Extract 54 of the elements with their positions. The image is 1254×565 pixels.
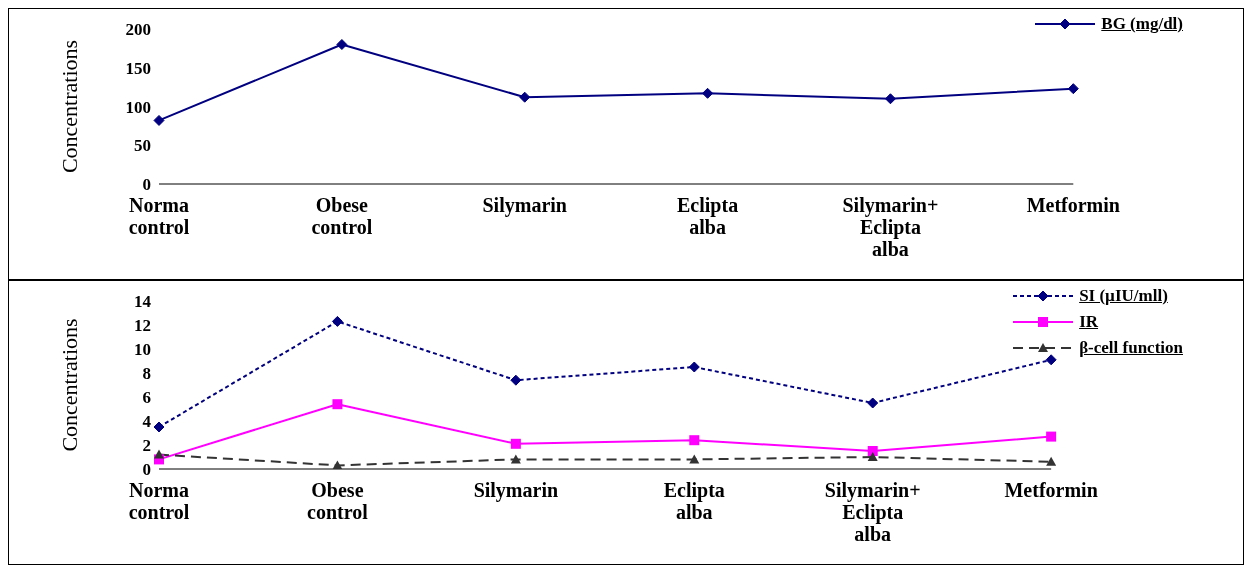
point bbox=[1045, 354, 1057, 366]
x-tick-label: Silymarin bbox=[482, 194, 567, 217]
y-tick-label: 2 bbox=[142, 436, 151, 456]
y-tick-label: 8 bbox=[142, 364, 151, 384]
x-tick-label: Norma control bbox=[128, 194, 190, 238]
x-tick-label: Eclipta alba bbox=[663, 479, 725, 523]
point bbox=[332, 399, 343, 410]
point bbox=[884, 93, 896, 105]
point bbox=[153, 421, 165, 433]
point bbox=[332, 460, 343, 469]
point bbox=[867, 397, 879, 409]
point bbox=[688, 361, 700, 373]
point bbox=[336, 39, 348, 50]
y-axis-title: Concentrations bbox=[56, 39, 82, 174]
point bbox=[519, 91, 531, 103]
y-tick-label: 200 bbox=[125, 20, 151, 40]
point bbox=[867, 446, 878, 456]
x-tick-label: Metformin bbox=[1026, 194, 1120, 216]
x-tick-label: Eclipta alba bbox=[677, 194, 739, 238]
x-tick-label: Silymarin+ Eclipta alba bbox=[842, 194, 939, 260]
point bbox=[154, 449, 164, 459]
y-tick-label: 6 bbox=[142, 388, 151, 408]
x-tick-label: Silymarin bbox=[473, 479, 559, 502]
point bbox=[867, 452, 878, 461]
point bbox=[1046, 431, 1057, 442]
legend-label: SI (µIU/mll) bbox=[1079, 286, 1168, 306]
point bbox=[702, 87, 714, 99]
point bbox=[153, 114, 165, 126]
legend-label: BG (mg/dl) bbox=[1101, 14, 1183, 34]
point bbox=[689, 454, 700, 464]
y-tick-label: 10 bbox=[134, 340, 151, 360]
x-tick-label: Obese control bbox=[307, 479, 369, 523]
y-tick-label: 50 bbox=[134, 136, 151, 156]
y-tick-label: 0 bbox=[142, 175, 151, 195]
x-tick-label: Obese control bbox=[311, 194, 373, 238]
y-tick-label: 4 bbox=[142, 412, 152, 432]
x-tick-label: Norma control bbox=[128, 479, 190, 523]
x-tick-label: Metformin bbox=[1004, 479, 1098, 501]
point bbox=[510, 374, 522, 386]
legend-label: IR bbox=[1079, 312, 1099, 332]
point bbox=[689, 435, 700, 446]
point bbox=[331, 315, 343, 327]
point bbox=[510, 454, 521, 464]
y-tick-label: 150 bbox=[125, 58, 151, 78]
y-tick-label: 100 bbox=[125, 97, 151, 117]
x-tick-label: Silymarin+ Eclipta alba bbox=[824, 479, 921, 545]
y-tick-label: 14 bbox=[134, 292, 152, 312]
point bbox=[510, 438, 521, 449]
point bbox=[1046, 456, 1057, 466]
legend-label: β-cell function bbox=[1079, 338, 1183, 358]
y-tick-label: 0 bbox=[142, 460, 151, 480]
y-axis-title: Concentrations bbox=[56, 318, 82, 452]
point bbox=[1067, 83, 1079, 95]
y-tick-label: 12 bbox=[134, 316, 151, 336]
